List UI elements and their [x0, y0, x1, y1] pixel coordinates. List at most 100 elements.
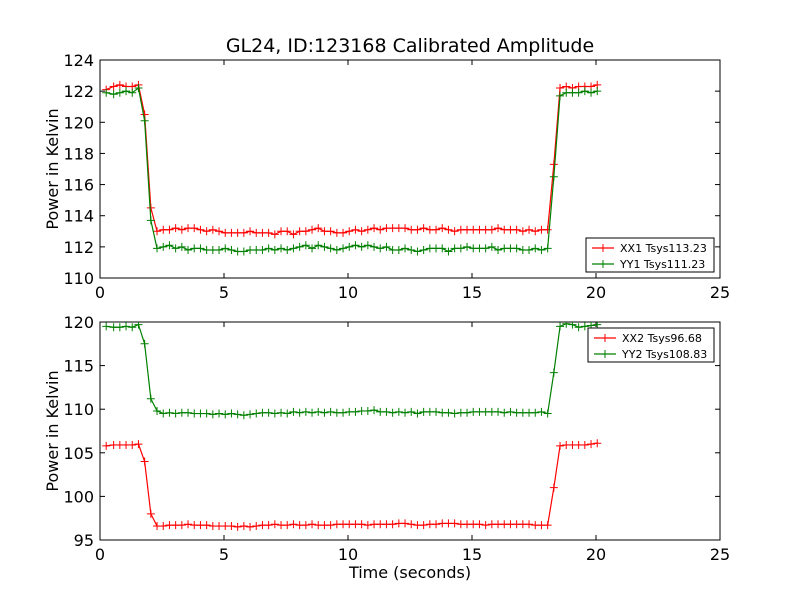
bottom-series-2-point	[320, 408, 329, 417]
top-y-tick-label: 112	[63, 238, 94, 257]
top-series-1-point	[171, 224, 180, 233]
bottom-series-1-point	[264, 521, 273, 530]
bottom-series-1-point	[270, 520, 279, 529]
top-y-axis-label: Power in Kelvin	[43, 108, 62, 229]
top-series-2-point	[419, 245, 428, 254]
bottom-series-1-point	[308, 520, 317, 529]
top-series-2-point	[165, 241, 174, 250]
top-panel: 0 5 10 15 20 25 110 112 114 116 118 120 122 124 Power …	[43, 51, 730, 302]
top-series-1-point	[438, 224, 447, 233]
top-series-2-point	[401, 244, 410, 253]
top-series-2-point	[574, 88, 583, 97]
bottom-series-1-point	[233, 522, 242, 531]
top-series-1-point	[246, 227, 255, 236]
top-series-2-point	[264, 244, 273, 253]
bottom-series-2-point	[264, 408, 273, 417]
bottom-series-1	[102, 439, 602, 531]
top-series-2-point	[295, 242, 304, 251]
bottom-series-2-point	[102, 322, 111, 331]
bottom-series-1-point	[556, 441, 565, 450]
bottom-series-2-point	[153, 406, 162, 415]
top-series-2-point	[258, 245, 267, 254]
top-series-2-point	[363, 241, 372, 250]
top-series-1-point	[215, 227, 224, 236]
top-series-2-point	[140, 116, 149, 125]
bottom-series-2-point	[388, 408, 397, 417]
top-series-1-point	[270, 230, 279, 239]
bottom-series-2-point	[221, 410, 230, 419]
bottom-series-2-point	[463, 408, 472, 417]
top-series-2-point	[351, 241, 360, 250]
top-series-1-point	[413, 225, 422, 234]
bottom-series-2-point	[432, 407, 441, 416]
top-legend-label: XX1 Tsys113.23	[620, 242, 707, 255]
top-series-2-point	[301, 241, 310, 250]
top-series-1-point	[556, 84, 565, 93]
top-series-2-point	[277, 244, 286, 253]
top-series-1-point	[301, 227, 310, 236]
top-series-2-point	[394, 245, 403, 254]
bottom-series-1-point	[283, 521, 292, 530]
bottom-y-tick-label: 110	[63, 400, 94, 419]
top-series-2-point	[593, 87, 602, 96]
bottom-series-2-point	[215, 409, 224, 418]
top-series-2-point	[580, 87, 589, 96]
bottom-x-tick-label: 0	[95, 545, 105, 564]
bottom-y-tick-label: 115	[63, 357, 94, 376]
bottom-series-1-point	[587, 440, 596, 449]
bottom-series-1-point	[363, 521, 372, 530]
bottom-series-2	[102, 322, 602, 420]
top-x-tick-label: 15	[462, 283, 482, 302]
top-y-tick-label: 124	[63, 51, 94, 70]
bottom-legend-label: XX2 Tsys96.68	[622, 332, 702, 345]
top-series-1-point	[109, 82, 118, 91]
top-series-2-point	[525, 245, 534, 254]
bottom-series-2-point	[314, 407, 323, 416]
bottom-series-1-point	[401, 519, 410, 528]
top-plot-frame	[99, 59, 721, 279]
top-series-2-point	[332, 245, 341, 254]
bottom-series-2-point	[370, 406, 379, 415]
top-series-1-point	[525, 225, 534, 234]
top-series-1-point	[146, 203, 155, 212]
bottom-series-2-point	[549, 368, 558, 377]
bottom-series-2-point	[537, 407, 546, 416]
top-series-1-point	[376, 225, 385, 234]
top-series-2-point	[227, 245, 236, 254]
bottom-series-2-point	[202, 409, 211, 418]
top-series-2-point	[159, 242, 168, 251]
bottom-series-2-point	[580, 322, 589, 331]
chart-title: GL24, ID:123168 Calibrated Amplitude	[226, 35, 594, 57]
top-series-1-point	[345, 227, 354, 236]
top-x-tick-label: 10	[338, 283, 358, 302]
bottom-series-1-point	[146, 509, 155, 518]
bottom-series-2-point	[363, 406, 372, 415]
top-series-2-point	[184, 245, 193, 254]
top-y-tick-label: 110	[63, 269, 94, 288]
top-series-2-point	[549, 172, 558, 181]
top-series-2-point	[407, 245, 416, 254]
top-series-1-point	[351, 225, 360, 234]
bottom-series-2-point	[444, 408, 453, 417]
top-series-1-point	[153, 227, 162, 236]
bottom-series-2-point	[295, 408, 304, 417]
top-series-1-point	[339, 228, 348, 237]
bottom-series-2-point	[239, 411, 248, 420]
top-series-1-point	[239, 228, 248, 237]
top-series-2-point	[413, 247, 422, 256]
bottom-series-2-point	[301, 407, 310, 416]
bottom-series-2-point	[252, 409, 261, 418]
bottom-series-1-point	[357, 520, 366, 529]
bottom-series-2-point	[115, 323, 124, 332]
top-series-2-point	[339, 244, 348, 253]
top-series-2-point	[537, 245, 546, 254]
top-series-1-point	[518, 227, 527, 236]
top-series-1-point	[177, 225, 186, 234]
bottom-series-1-point	[246, 522, 255, 531]
top-series-2-point	[146, 216, 155, 225]
bottom-series-2-point	[128, 323, 137, 332]
bottom-series-2-point	[394, 407, 403, 416]
bottom-series-1-point	[481, 521, 490, 530]
top-series-1-point	[190, 224, 199, 233]
top-y-tick-label: 120	[63, 113, 94, 132]
